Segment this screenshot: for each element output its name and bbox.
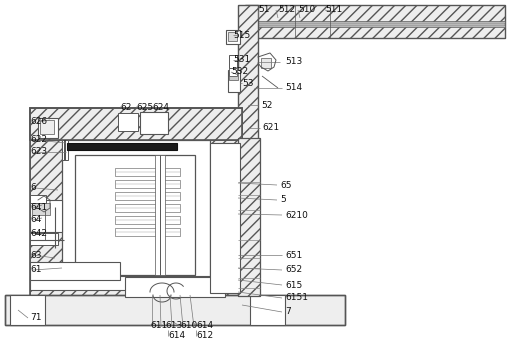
- Bar: [118, 113, 138, 131]
- Text: 7: 7: [285, 307, 291, 317]
- Text: 614: 614: [168, 331, 185, 341]
- Bar: [32, 203, 50, 215]
- Bar: [30, 276, 242, 290]
- Text: 641: 641: [30, 203, 47, 213]
- Text: 626: 626: [30, 118, 47, 126]
- Text: 52: 52: [261, 101, 272, 109]
- Text: 63: 63: [30, 251, 41, 259]
- Bar: [10, 295, 45, 325]
- Bar: [229, 55, 237, 68]
- Text: 532: 532: [231, 67, 248, 77]
- Bar: [226, 30, 240, 44]
- Bar: [245, 5, 505, 38]
- Bar: [229, 68, 237, 76]
- Bar: [115, 180, 180, 188]
- Bar: [5, 295, 345, 325]
- Bar: [30, 108, 242, 298]
- Bar: [62, 140, 210, 288]
- Text: 511: 511: [325, 6, 342, 14]
- Bar: [115, 228, 180, 236]
- Bar: [115, 216, 180, 224]
- Text: 622: 622: [30, 136, 47, 144]
- Text: 623: 623: [30, 148, 47, 156]
- Text: 613: 613: [165, 322, 183, 330]
- Bar: [255, 23, 505, 26]
- Text: 510: 510: [298, 6, 315, 14]
- Text: 625: 625: [136, 102, 153, 112]
- Text: 614: 614: [196, 322, 213, 330]
- Bar: [75, 155, 195, 275]
- Bar: [30, 233, 58, 245]
- Text: 513: 513: [285, 58, 302, 66]
- Text: 652: 652: [285, 265, 302, 275]
- Text: 71: 71: [30, 313, 41, 323]
- Bar: [115, 204, 180, 212]
- Text: 610: 610: [180, 322, 197, 330]
- Bar: [125, 277, 225, 297]
- Bar: [245, 5, 505, 38]
- Bar: [30, 108, 242, 298]
- Bar: [62, 140, 68, 160]
- Bar: [238, 5, 258, 303]
- Bar: [238, 138, 260, 296]
- Text: 65: 65: [280, 180, 292, 190]
- Text: 5: 5: [280, 196, 286, 204]
- Text: 615: 615: [285, 281, 302, 289]
- Bar: [229, 72, 238, 80]
- Bar: [255, 21, 505, 27]
- Text: 515: 515: [233, 30, 250, 40]
- Text: 64: 64: [30, 215, 41, 225]
- Text: 624: 624: [152, 102, 169, 112]
- Bar: [115, 168, 180, 176]
- Text: 62: 62: [120, 102, 131, 112]
- Text: 61: 61: [30, 265, 41, 275]
- Bar: [30, 262, 120, 280]
- Text: 611: 611: [150, 322, 168, 330]
- Text: 6: 6: [30, 184, 36, 192]
- Bar: [5, 295, 345, 325]
- Text: 642: 642: [30, 228, 47, 238]
- Bar: [67, 143, 177, 150]
- Bar: [40, 120, 54, 134]
- Bar: [250, 295, 285, 325]
- Bar: [140, 112, 168, 134]
- Bar: [30, 200, 62, 232]
- Bar: [115, 192, 180, 200]
- Bar: [30, 108, 242, 140]
- Bar: [38, 118, 58, 138]
- Bar: [30, 195, 46, 203]
- Bar: [238, 5, 258, 303]
- Bar: [228, 70, 240, 92]
- Text: 612: 612: [196, 331, 213, 341]
- Text: 514: 514: [285, 84, 302, 92]
- Text: 621: 621: [262, 124, 279, 132]
- Bar: [261, 58, 271, 68]
- Bar: [238, 138, 260, 296]
- Text: 531: 531: [233, 55, 250, 65]
- Text: 6210: 6210: [285, 210, 308, 220]
- Bar: [228, 32, 237, 41]
- Text: 53: 53: [242, 78, 253, 88]
- Text: 51: 51: [258, 6, 269, 14]
- Bar: [210, 143, 240, 293]
- Text: 651: 651: [285, 251, 302, 259]
- Text: 512: 512: [278, 6, 295, 14]
- Bar: [155, 155, 165, 275]
- Text: 6151: 6151: [285, 293, 308, 303]
- Bar: [30, 108, 242, 140]
